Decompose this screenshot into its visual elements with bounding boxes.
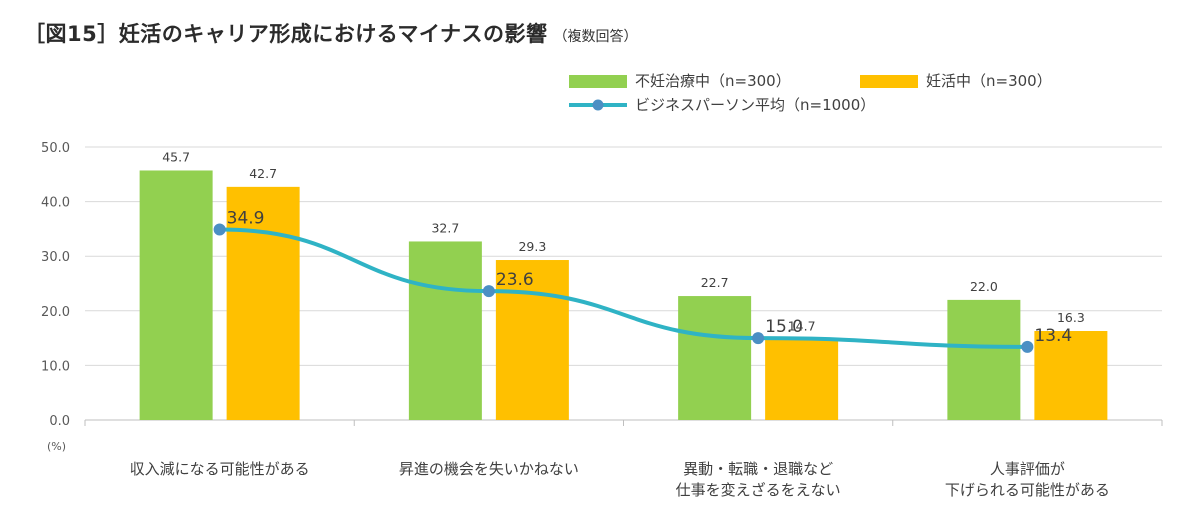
bar-data-label: 22.0 bbox=[970, 279, 998, 294]
y-tick-label: 40.0 bbox=[41, 196, 70, 211]
bar-data-label: 45.7 bbox=[162, 149, 190, 164]
legend-swatch bbox=[860, 75, 918, 88]
line-series-marker bbox=[482, 285, 495, 298]
bar-data-label: 42.7 bbox=[249, 166, 277, 181]
bar-ninkatsu bbox=[765, 339, 839, 420]
line-data-label: 23.6 bbox=[496, 270, 534, 290]
bar-data-label: 14.7 bbox=[788, 319, 816, 334]
legend-swatch-marker bbox=[592, 99, 604, 111]
bar-ninkatsu bbox=[495, 260, 569, 420]
category-label: 仕事を変えざるをえない bbox=[676, 481, 841, 499]
y-tick-label: 0.0 bbox=[49, 414, 70, 429]
bar-data-label: 32.7 bbox=[431, 220, 459, 235]
line-series-marker bbox=[752, 332, 765, 345]
y-tick-label: 10.0 bbox=[41, 359, 70, 374]
category-label: 昇進の機会を失いかねない bbox=[399, 460, 579, 478]
legend-label: 不妊治療中（n=300） bbox=[635, 72, 791, 90]
category-label: 下げられる可能性がある bbox=[945, 481, 1110, 499]
bar-ninkatsu bbox=[226, 186, 300, 420]
bar-data-label: 22.7 bbox=[701, 275, 729, 290]
y-tick-label: 30.0 bbox=[41, 250, 70, 265]
category-label: 異動・転職・退職など bbox=[683, 460, 833, 478]
legend-label: 妊活中（n=300） bbox=[926, 72, 1052, 90]
line-series-marker bbox=[213, 223, 226, 236]
bar-funin bbox=[678, 296, 752, 420]
title-row: ［図15］妊活のキャリア形成におけるマイナスの影響 （複数回答） bbox=[24, 18, 637, 48]
bar-data-label: 29.3 bbox=[518, 239, 546, 254]
y-tick-label: 50.0 bbox=[41, 141, 70, 156]
legend-swatch bbox=[569, 75, 627, 88]
chart-subtitle: （複数回答） bbox=[553, 29, 638, 45]
bar-ninkatsu bbox=[1034, 331, 1108, 420]
bar-funin bbox=[947, 299, 1021, 420]
chart-title: ［図15］妊活のキャリア形成におけるマイナスの影響 bbox=[24, 22, 548, 46]
line-data-label: 13.4 bbox=[1034, 326, 1072, 346]
category-label: 収入減になる可能性がある bbox=[130, 460, 310, 478]
category-label: 人事評価が bbox=[990, 460, 1065, 478]
bar-data-label: 16.3 bbox=[1057, 310, 1085, 325]
legend-label: ビジネスパーソン平均（n=1000） bbox=[635, 96, 875, 114]
line-data-label: 34.9 bbox=[227, 208, 265, 228]
y-tick-label: 20.0 bbox=[41, 305, 70, 320]
y-unit-label: (%) bbox=[47, 440, 66, 453]
bar-funin bbox=[139, 170, 213, 420]
bar-funin bbox=[408, 241, 482, 420]
line-series-path bbox=[217, 227, 1030, 349]
line-series-marker bbox=[1021, 340, 1034, 353]
line-data-label: 15.0 bbox=[765, 317, 803, 337]
